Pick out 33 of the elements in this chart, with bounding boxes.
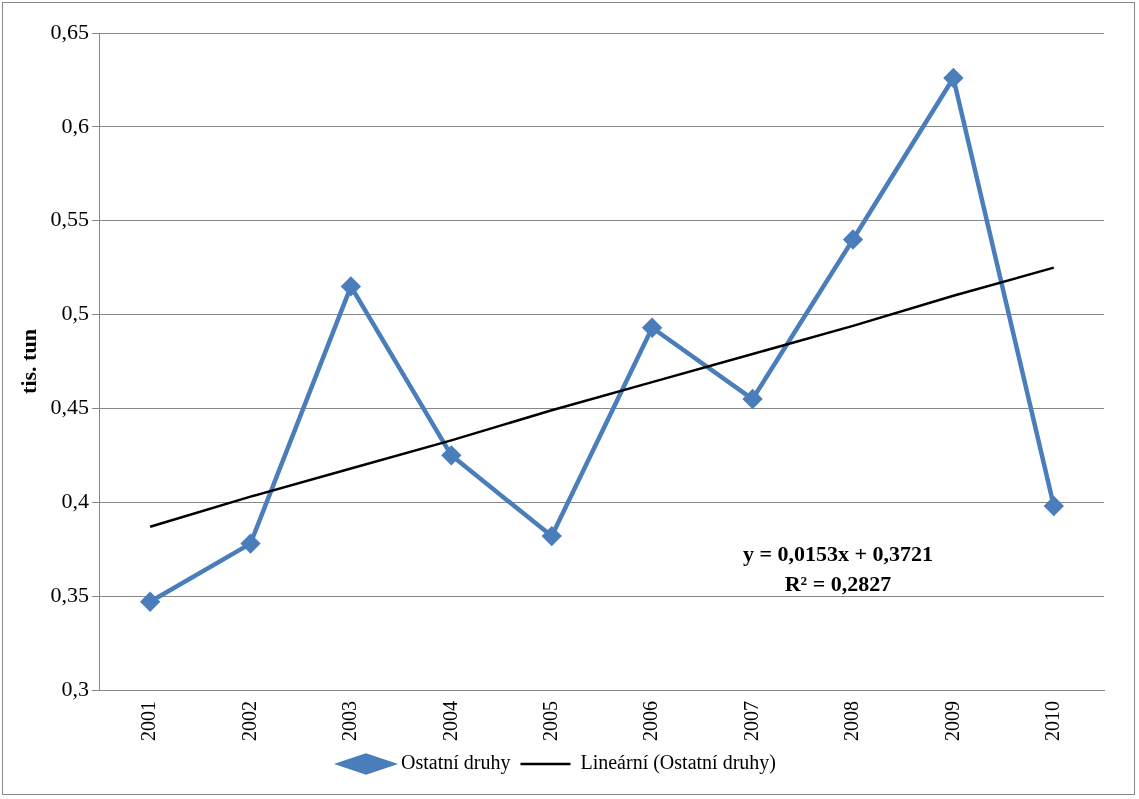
x-tick-label: 2001 xyxy=(137,701,160,741)
x-tick-label: 2007 xyxy=(739,701,762,741)
x-tick-label: 2005 xyxy=(538,701,561,741)
y-tick-label: 0,65 xyxy=(50,18,89,44)
point xyxy=(341,277,361,296)
y-tick-label: 0,55 xyxy=(50,206,89,232)
y-axis-title: tis. tun xyxy=(15,329,41,394)
y-tick-label: 0,3 xyxy=(61,675,89,701)
x-tick-label: 2003 xyxy=(338,701,361,741)
x-tick-label: 2010 xyxy=(1041,701,1064,741)
y-tick-label: 0,5 xyxy=(61,300,89,326)
point xyxy=(743,389,762,409)
x-tick-label: 2006 xyxy=(639,701,662,741)
point xyxy=(1044,496,1064,516)
x-tick-label: 2002 xyxy=(237,701,260,741)
point xyxy=(944,68,963,88)
annotation: y = 0,0153x + 0,3721 xyxy=(742,541,933,566)
y-tick-label: 0,4 xyxy=(61,488,89,514)
annotation: R² = 0,2827 xyxy=(784,571,892,596)
y-tick-label: 0,6 xyxy=(61,112,89,138)
point xyxy=(642,318,662,337)
point xyxy=(542,526,561,546)
point xyxy=(442,446,461,465)
point xyxy=(140,592,160,612)
x-tick-label: 2008 xyxy=(840,701,863,741)
point xyxy=(241,534,260,553)
y-tick-label: 0,45 xyxy=(50,394,89,420)
legend-label: Ostatní druhy xyxy=(401,751,511,775)
point xyxy=(843,230,863,249)
legend-label: Lineární (Ostatní druhy) xyxy=(580,751,776,775)
x-tick-label: 2004 xyxy=(438,701,461,741)
y-tick-label: 0,35 xyxy=(50,581,89,607)
x-tick-label: 2009 xyxy=(940,701,963,741)
